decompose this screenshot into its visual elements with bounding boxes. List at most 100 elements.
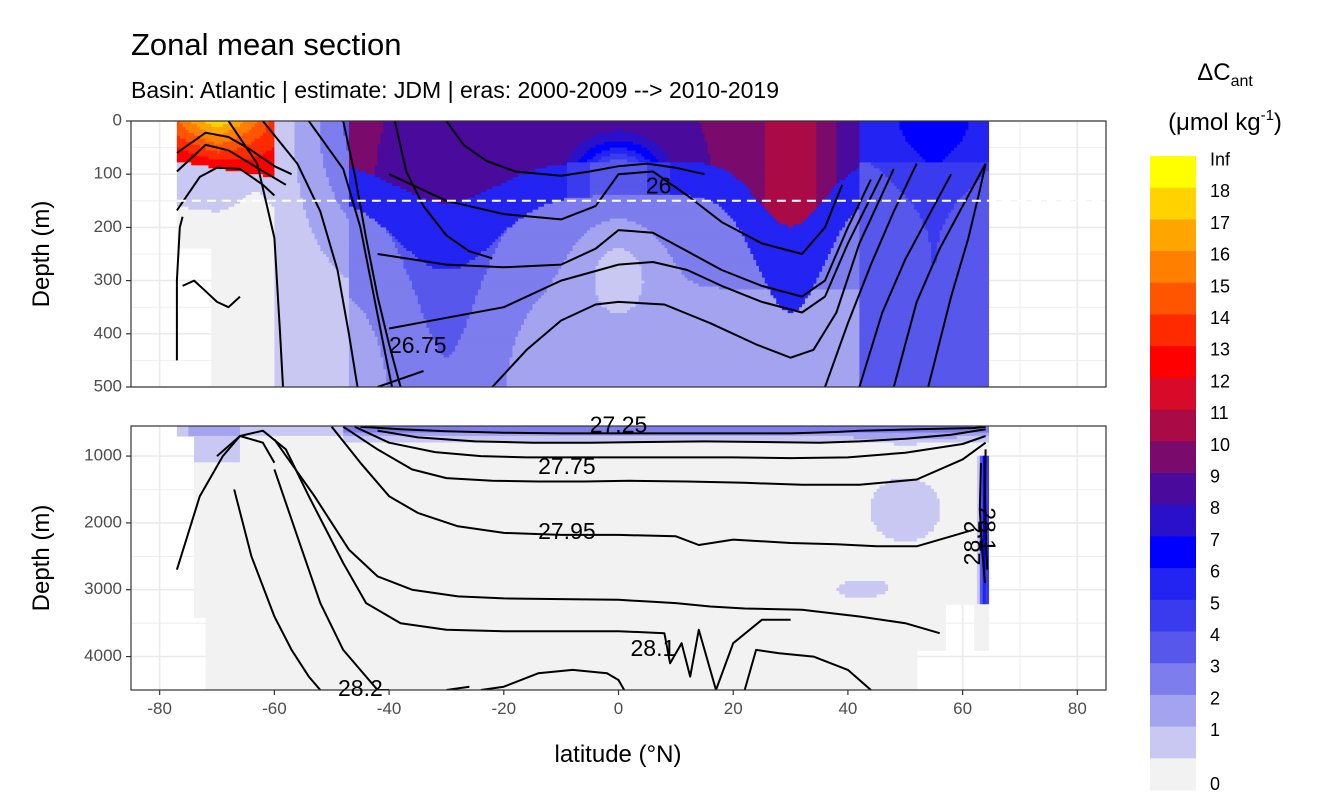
delta-cant-cell (194, 449, 241, 453)
delta-cant-cell (859, 239, 929, 243)
isopycnal-line (175, 435, 276, 570)
delta-cant-cell (985, 462, 990, 467)
delta-cant-cell (211, 333, 275, 338)
delta-cant-cell (598, 159, 611, 163)
delta-cant-cell (816, 168, 838, 172)
delta-cant-cell (194, 591, 840, 595)
delta-cant-cell (816, 126, 838, 131)
delta-cant-cell (211, 330, 275, 335)
isopycnal-line (176, 143, 287, 186)
delta-cant-cell (968, 126, 990, 131)
legend-key-label: 5 (1210, 593, 1220, 613)
delta-cant-cell (764, 144, 817, 149)
delta-cant-cell (670, 186, 749, 190)
delta-cant-cell (976, 462, 981, 467)
delta-cant-cell (759, 200, 766, 205)
delta-cant-cell (859, 121, 901, 125)
delta-cant-cell (357, 304, 422, 308)
delta-cant-cell (523, 321, 860, 326)
delta-cant-cell (320, 144, 347, 149)
delta-cant-cell (558, 268, 597, 273)
isopycnal-line (233, 489, 322, 690)
delta-cant-cell (976, 591, 981, 595)
delta-cant-cell (899, 126, 969, 131)
delta-cant-cell (469, 316, 528, 320)
delta-cant-cell (274, 351, 350, 356)
delta-cant-cell (566, 168, 591, 172)
delta-cant-cell (194, 544, 978, 549)
delta-cant-cell (793, 310, 860, 314)
delta-cant-cell (979, 488, 984, 493)
delta-cant-cell (500, 239, 579, 243)
delta-cant-cell (274, 165, 298, 169)
delta-cant-cell (348, 360, 384, 364)
delta-cant-cell (274, 171, 298, 175)
delta-cant-cell (799, 307, 860, 311)
delta-cant-cell (348, 224, 382, 228)
delta-cant-cell (802, 221, 846, 226)
delta-cant-cell (506, 378, 860, 382)
delta-cant-cell (701, 126, 766, 131)
isopycnal-line (175, 216, 184, 361)
delta-cant-cell (274, 123, 296, 128)
delta-cant-cell (274, 277, 350, 282)
delta-cant-cell (348, 186, 402, 190)
delta-cant-cell (859, 206, 915, 211)
delta-cant-cell (326, 254, 350, 258)
delta-cant-cell (859, 292, 990, 296)
delta-cant-cell (194, 498, 872, 503)
isopycnal-label: 28.1 (974, 507, 1000, 552)
delta-cant-cell (882, 171, 987, 175)
delta-cant-cell (836, 123, 860, 128)
delta-cant-cell (595, 268, 643, 273)
delta-cant-cell (759, 268, 823, 273)
delta-cant-cell (211, 254, 275, 258)
delta-cant-cell (859, 307, 990, 311)
delta-cant-cell (859, 366, 990, 370)
delta-cant-cell (437, 200, 456, 205)
delta-cant-cell (348, 194, 419, 199)
delta-cant-cell (348, 378, 387, 382)
delta-cant-cell (979, 511, 984, 516)
delta-cant-cell (859, 324, 990, 329)
delta-cant-cell (274, 221, 310, 226)
delta-cant-cell (506, 381, 860, 385)
delta-cant-cell (503, 230, 508, 234)
delta-cant-cell (641, 283, 700, 288)
delta-cant-cell (489, 245, 499, 249)
delta-cant-cell (859, 180, 892, 184)
delta-cant-cell (348, 351, 382, 356)
delta-cant-cell (839, 591, 886, 595)
delta-cant-cell (348, 298, 353, 302)
legend-color-key (1150, 377, 1196, 411)
delta-cant-cell (383, 123, 703, 128)
delta-cant-cell (538, 298, 600, 302)
delta-cant-cell (595, 277, 643, 282)
delta-cant-cell (274, 286, 350, 291)
delta-cant-cell (707, 141, 766, 146)
delta-cant-cell (939, 501, 978, 506)
delta-cant-cell (348, 141, 382, 146)
delta-cant-cell (397, 248, 407, 252)
delta-cant-cell (274, 230, 313, 234)
delta-cant-cell (859, 304, 990, 308)
delta-cant-cell (859, 354, 990, 359)
delta-cant-cell (394, 242, 402, 246)
delta-cant-cell (176, 153, 198, 158)
delta-cant-cell (629, 251, 668, 255)
delta-cant-cell (500, 183, 568, 187)
delta-cant-cell (205, 663, 918, 668)
delta-cant-cell (859, 378, 990, 382)
delta-cant-cell (176, 141, 192, 146)
delta-cant-cell (985, 597, 990, 602)
delta-cant-cell (635, 301, 777, 305)
lower-panel-isopycnals (175, 426, 989, 690)
delta-cant-cell (509, 363, 860, 367)
delta-cant-cell (985, 475, 990, 480)
delta-cant-cell (985, 571, 990, 576)
delta-cant-cell (859, 357, 990, 361)
delta-cant-cell (205, 617, 947, 622)
delta-cant-cell (211, 336, 275, 341)
delta-cant-cell (480, 286, 548, 291)
